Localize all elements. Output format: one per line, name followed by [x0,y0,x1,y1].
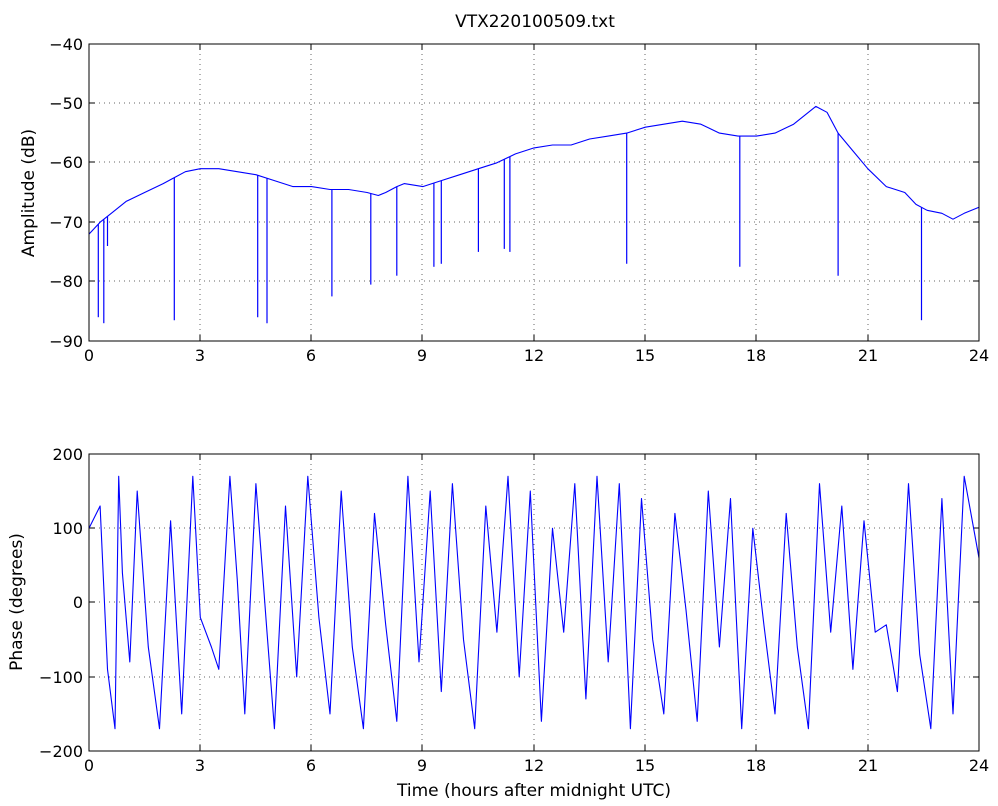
phase-grid [89,454,979,751]
y-tick-label: 200 [52,445,83,464]
phase-x-axis-label: Time (hours after midnight UTC) [396,781,671,801]
x-tick-label: 12 [524,756,544,775]
phase-series-line [88,475,980,730]
y-tick-label: −200 [39,742,83,761]
amplitude-panel: VTX220100509.txt 0 3 6 9 12 15 [19,12,989,365]
amplitude-y-tick-labels: −90 −80 −70 −60 −50 −40 [49,35,83,351]
amplitude-ticks [89,44,979,341]
y-tick-label: −100 [39,668,83,687]
x-tick-label: 0 [84,756,94,775]
x-tick-label: 0 [84,346,94,365]
y-tick-label: −90 [49,332,83,351]
amplitude-grid [89,44,979,341]
amplitude-axes-frame [88,43,980,342]
amplitude-x-tick-labels: 0 3 6 9 12 15 18 21 24 [84,346,989,365]
x-tick-label: 12 [524,346,544,365]
x-tick-label: 15 [635,756,655,775]
x-tick-label: 18 [746,346,766,365]
amplitude-dropouts [97,133,923,324]
y-tick-label: 100 [52,519,83,538]
x-tick-label: 24 [969,346,989,365]
y-tick-label: −80 [49,272,83,291]
y-tick-label: 0 [73,593,83,612]
phase-axes-frame [88,453,980,752]
phase-y-tick-labels: −200 −100 0 100 200 [39,445,83,761]
y-tick-label: −40 [49,35,83,54]
amplitude-y-axis-label: Amplitude (dB) [19,129,39,257]
y-tick-label: −60 [49,153,83,172]
phase-panel: 0 3 6 9 12 15 18 21 24 −200 −100 0 100 2… [7,445,989,801]
x-tick-label: 9 [417,756,427,775]
x-tick-label: 3 [195,346,205,365]
x-tick-label: 6 [306,346,316,365]
chart-title: VTX220100509.txt [455,12,615,32]
amplitude-series-line [88,105,980,235]
x-tick-label: 3 [195,756,205,775]
phase-ticks [89,454,979,751]
phase-x-tick-labels: 0 3 6 9 12 15 18 21 24 [84,756,989,775]
x-tick-label: 21 [858,346,878,365]
y-tick-label: −50 [49,94,83,113]
y-tick-label: −70 [49,213,83,232]
phase-y-axis-label: Phase (degrees) [7,533,27,671]
x-tick-label: 18 [746,756,766,775]
x-tick-label: 6 [306,756,316,775]
x-tick-label: 15 [635,346,655,365]
x-tick-label: 21 [858,756,878,775]
x-tick-label: 9 [417,346,427,365]
x-tick-label: 24 [969,756,989,775]
